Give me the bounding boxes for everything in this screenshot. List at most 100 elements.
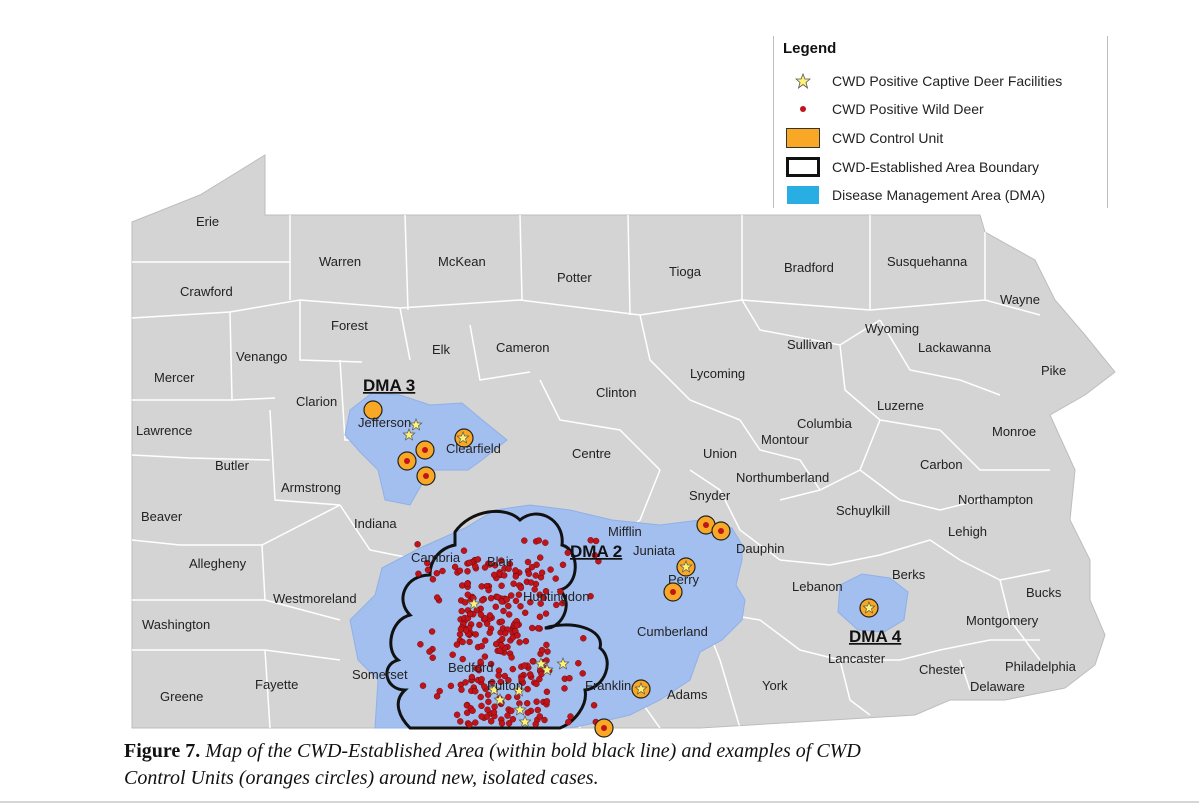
wild-deer-dot — [516, 639, 523, 646]
wild-deer-dot — [502, 630, 509, 637]
wild-deer-dot — [529, 624, 536, 632]
wild-deer-dot — [524, 700, 531, 707]
wild-deer-dot — [501, 672, 508, 680]
county-label-allegheny: Allegheny — [189, 556, 247, 571]
wild-deer-dot — [547, 566, 554, 573]
wild-deer-dot — [424, 559, 431, 567]
wild-deer-dot — [433, 693, 441, 700]
wild-deer-dot — [439, 567, 446, 575]
captive-facility-star — [456, 431, 470, 444]
county-label-mifflin: Mifflin — [608, 524, 642, 539]
wild-deer-dot — [478, 702, 485, 710]
wild-deer-dot — [592, 537, 600, 545]
wild-deer-dot — [529, 658, 536, 665]
county-label-wayne: Wayne — [1000, 292, 1040, 307]
wild-deer-dot — [491, 562, 499, 569]
county-label-schuylkill: Schuylkill — [836, 503, 890, 518]
wild-deer-dot — [542, 610, 550, 617]
legend-label: CWD-Established Area Boundary — [832, 159, 1039, 175]
wild-deer-dot — [538, 569, 546, 576]
wild-deer-dot — [533, 698, 540, 705]
county-label-dauphin: Dauphin — [736, 541, 784, 556]
wild-deer-dot — [506, 611, 513, 618]
county-label-indiana: Indiana — [354, 516, 397, 531]
wild-deer-dot — [472, 688, 479, 695]
outline-square-icon — [786, 156, 820, 178]
wild-deer-dot — [497, 678, 504, 686]
wild-deer-dot — [485, 586, 492, 594]
county-label-montour: Montour — [761, 432, 809, 447]
legend-label: Disease Management Area (DMA) — [832, 187, 1046, 203]
captive-facility-star — [487, 683, 501, 696]
county-label-perry: Perry — [668, 572, 700, 587]
wild-deer-dot — [485, 698, 492, 705]
county-label-venango: Venango — [236, 349, 287, 364]
control-unit — [363, 400, 383, 420]
wild-deer-dot — [522, 609, 529, 616]
wild-deer-dot — [536, 591, 543, 598]
legend: Legend CWD Positive Captive Deer Facilit… — [773, 36, 1108, 208]
wild-deer-dot — [490, 709, 498, 716]
wild-deer-dot — [537, 554, 544, 561]
county-label-blair: Blair — [487, 554, 514, 569]
county-label-armstrong: Armstrong — [281, 480, 341, 495]
legend-title: Legend — [783, 40, 837, 57]
dma-3-label: DMA 3 — [363, 376, 415, 395]
county-label-pike: Pike — [1041, 363, 1066, 378]
legend-label: CWD Positive Wild Deer — [832, 101, 984, 117]
county-label-washington: Washington — [142, 617, 210, 632]
wild-deer-dot — [536, 713, 543, 720]
county-label-warren: Warren — [319, 254, 361, 269]
county-label-mckean: McKean — [438, 254, 486, 269]
wild-deer-dot — [535, 537, 542, 544]
wild-deer-dot — [557, 588, 564, 595]
wild-deer-dot — [415, 570, 422, 577]
wild-deer-dot — [544, 648, 551, 655]
county-label-northampton: Northampton — [958, 492, 1033, 507]
wild-deer-dot — [503, 596, 510, 603]
wild-deer-dot — [505, 693, 512, 701]
wild-deer-dot — [488, 718, 495, 725]
wild-deer-dot — [451, 563, 459, 571]
county-label-montgomery: Montgomery — [966, 613, 1039, 628]
county-label-clearfield: Clearfield — [446, 441, 501, 456]
wild-deer-dot — [424, 566, 432, 574]
county-label-chester: Chester — [919, 662, 965, 677]
captive-facility-star — [512, 684, 526, 697]
wild-deer-dot — [457, 718, 464, 725]
wild-deer-dot — [532, 720, 539, 728]
wild-deer-dot — [486, 612, 494, 619]
county-label-beaver: Beaver — [141, 509, 183, 524]
county-label-franklin: Franklin — [585, 678, 631, 693]
wild-deer-dot — [536, 613, 544, 620]
wild-deer-dot — [512, 597, 520, 605]
wild-deer-dot — [559, 599, 566, 607]
wild-deer-dot — [538, 646, 546, 654]
county-label-bradford: Bradford — [784, 260, 834, 275]
wild-deer-dot — [498, 720, 506, 727]
wild-deer-dot — [505, 720, 513, 727]
figure-caption: Figure 7. Map of the CWD-Established Are… — [124, 738, 1124, 792]
captive-facility-star — [556, 657, 570, 670]
wild-deer-dot — [481, 653, 489, 660]
county-label-sullivan: Sullivan — [787, 337, 833, 352]
wild-deer-dot — [508, 592, 515, 599]
wild-deer-dot — [475, 667, 483, 674]
star-icon — [786, 70, 820, 92]
wild-deer-dot — [433, 570, 440, 577]
wild-deer-dot — [553, 601, 560, 609]
wild-deer-dot — [500, 607, 507, 615]
wild-deer-dot — [472, 719, 479, 726]
wild-deer-dot — [510, 580, 517, 587]
wild-deer-dot — [486, 629, 493, 636]
wild-deer-dot — [484, 706, 491, 713]
county-label-cumberland: Cumberland — [637, 624, 708, 639]
captive-facility-star — [493, 693, 507, 706]
county-label-potter: Potter — [557, 270, 592, 285]
wild-deer-dot — [414, 541, 421, 548]
wild-deer-dot — [477, 693, 484, 701]
wild-deer-dot — [476, 621, 483, 629]
wild-deer-dot — [459, 655, 466, 663]
county-labels: Erie Warren McKean Potter Tioga Bradford Susqu… — [136, 214, 1077, 704]
county-label-huntingdon: Huntingdon — [523, 589, 590, 604]
